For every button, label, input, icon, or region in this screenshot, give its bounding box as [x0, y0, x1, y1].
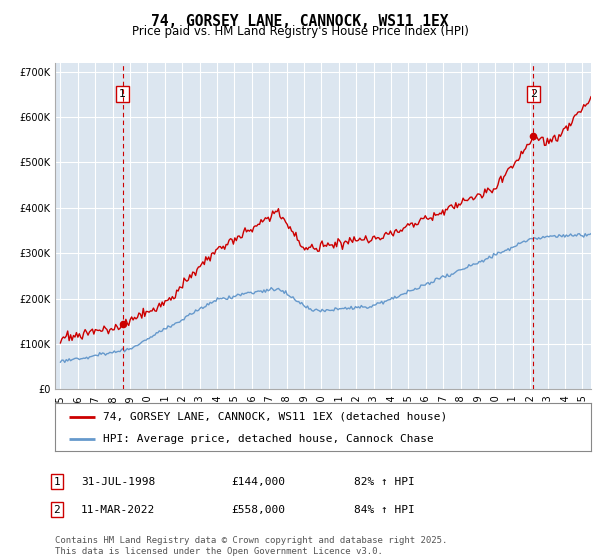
Text: 31-JUL-1998: 31-JUL-1998	[81, 477, 155, 487]
Point	[529, 132, 538, 141]
Text: 1: 1	[53, 477, 61, 487]
Text: 1: 1	[119, 88, 126, 99]
Point	[118, 319, 127, 328]
Text: HPI: Average price, detached house, Cannock Chase: HPI: Average price, detached house, Cann…	[103, 434, 434, 444]
Text: 74, GORSEY LANE, CANNOCK, WS11 1EX: 74, GORSEY LANE, CANNOCK, WS11 1EX	[151, 14, 449, 29]
Text: 84% ↑ HPI: 84% ↑ HPI	[354, 505, 415, 515]
Text: 2: 2	[53, 505, 61, 515]
Text: 2: 2	[530, 88, 537, 99]
Text: 11-MAR-2022: 11-MAR-2022	[81, 505, 155, 515]
Text: 82% ↑ HPI: 82% ↑ HPI	[354, 477, 415, 487]
Text: £558,000: £558,000	[231, 505, 285, 515]
Text: Contains HM Land Registry data © Crown copyright and database right 2025.
This d: Contains HM Land Registry data © Crown c…	[55, 536, 448, 556]
Text: £144,000: £144,000	[231, 477, 285, 487]
Text: 74, GORSEY LANE, CANNOCK, WS11 1EX (detached house): 74, GORSEY LANE, CANNOCK, WS11 1EX (deta…	[103, 412, 448, 422]
Text: Price paid vs. HM Land Registry's House Price Index (HPI): Price paid vs. HM Land Registry's House …	[131, 25, 469, 38]
